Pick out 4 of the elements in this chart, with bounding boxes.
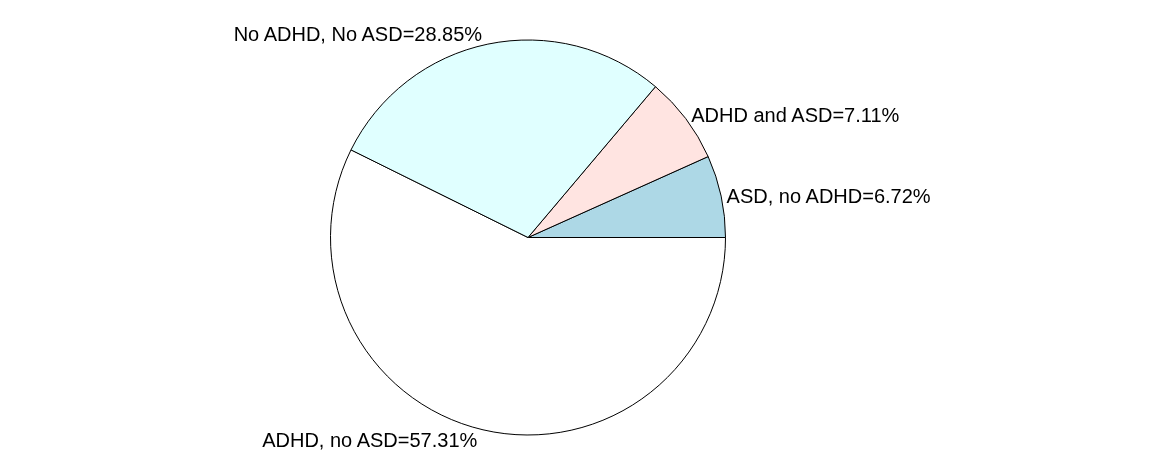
- slice-label: ADHD and ASD=7.11%: [691, 103, 900, 126]
- slice-label: No ADHD, No ASD=28.85%: [233, 22, 483, 45]
- slice-label: ADHD, no ASD=57.31%: [262, 429, 478, 452]
- slice-label: ASD, no ADHD=6.72%: [726, 184, 931, 207]
